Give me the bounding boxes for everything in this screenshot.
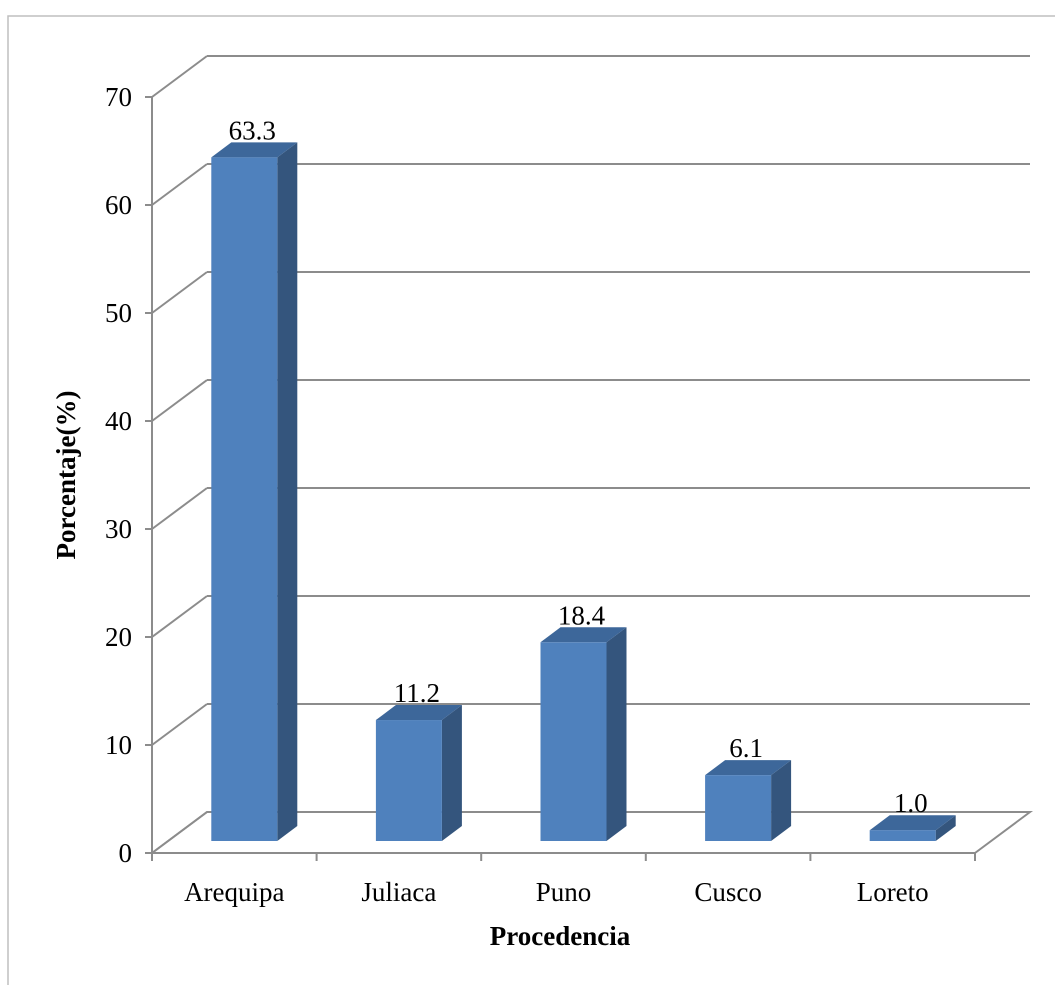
bar-side — [606, 627, 627, 841]
bar-side — [277, 142, 298, 842]
bar-front — [705, 775, 772, 841]
bar-side — [441, 705, 462, 841]
bar-front — [211, 157, 278, 842]
gridline-side — [151, 271, 208, 314]
bar-top — [211, 142, 298, 158]
bars — [211, 142, 956, 842]
bar-front — [869, 830, 936, 841]
bar-side — [935, 815, 956, 841]
data-label: 11.2 — [394, 678, 440, 708]
axes — [145, 96, 976, 861]
bar-puno — [540, 627, 627, 841]
bar-juliaca — [375, 705, 462, 841]
bar-cusco — [705, 760, 792, 841]
y-tick-label: 10 — [105, 730, 132, 760]
gridline-side — [151, 379, 208, 422]
x-tick-label: Puno — [536, 877, 592, 907]
y-tick-label: 60 — [105, 190, 132, 220]
bar-top — [375, 705, 462, 721]
data-label: 63.3 — [229, 115, 276, 145]
bar-front — [375, 720, 442, 841]
data-label: 6.1 — [729, 733, 763, 763]
gridline-side — [151, 703, 208, 746]
data-label: 18.4 — [558, 600, 606, 630]
x-tick-label: Cusco — [694, 877, 762, 907]
bar-front — [540, 642, 607, 841]
data-label: 1.0 — [894, 788, 928, 818]
y-axis-title: Porcentaje(%) — [51, 391, 81, 560]
x-tick-label: Juliaca — [361, 877, 436, 907]
gridline-side — [151, 55, 208, 98]
x-tick-label: Arequipa — [184, 877, 284, 907]
y-tick-label: 30 — [105, 514, 132, 544]
bar-top — [705, 760, 792, 776]
y-tick-label: 20 — [105, 622, 132, 652]
bar-arequipa — [211, 142, 298, 842]
labels: 0 10 20 30 40 50 60 70 63.3 Arequipa 11.2 Juliaca 18… — [105, 82, 929, 907]
y-tick-label: 70 — [105, 82, 132, 112]
gridline-side — [151, 487, 208, 530]
bar-top — [869, 815, 956, 831]
gridlines — [151, 55, 1034, 854]
x-axis-title: Procedencia — [490, 921, 631, 951]
gridline-side — [151, 595, 208, 638]
y-tick-label: 0 — [119, 838, 133, 868]
bar-top — [540, 627, 627, 643]
bar-side — [771, 760, 792, 841]
gridline-side — [151, 163, 208, 206]
x-tick-label: Loreto — [857, 877, 929, 907]
y-tick-label: 50 — [105, 298, 132, 328]
y-tick-label: 40 — [105, 406, 132, 436]
bar-loreto — [869, 815, 956, 841]
